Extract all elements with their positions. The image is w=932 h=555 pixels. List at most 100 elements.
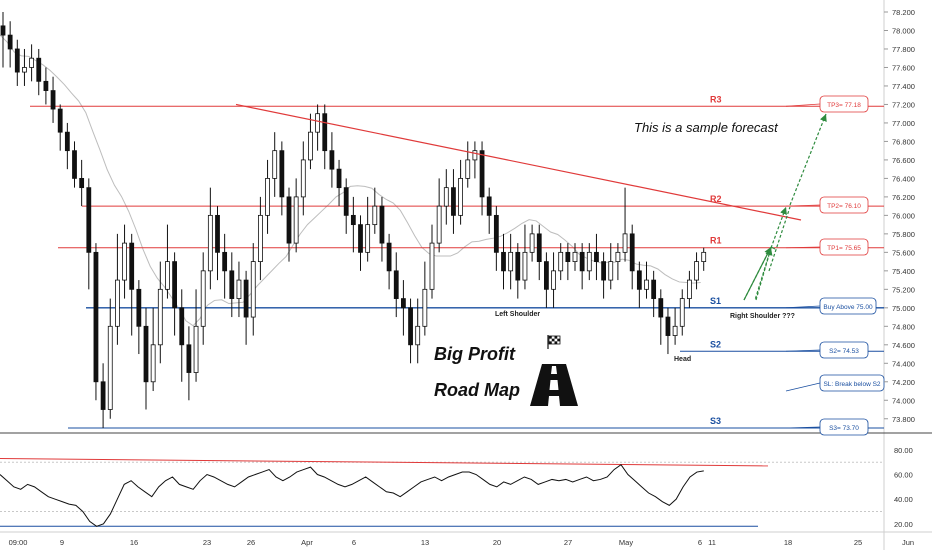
candle-body <box>544 261 549 290</box>
time-tick-label: 09:00 <box>9 538 28 547</box>
level-label-s3: S3 <box>710 416 721 426</box>
price-tick-label: 74.600 <box>892 341 915 350</box>
callout-text: Buy Above 75.00 <box>823 304 873 311</box>
descending-trendline <box>235 103 802 221</box>
candle-body <box>179 307 185 346</box>
candle-body <box>679 298 685 327</box>
price-tick-label: 76.000 <box>892 211 915 220</box>
time-tick-label: 6 <box>698 538 702 547</box>
candle-body <box>636 270 642 290</box>
candle-body <box>665 316 671 336</box>
rsi-tick-label: 20.00 <box>894 520 913 529</box>
candle-body <box>165 261 170 290</box>
candle-body <box>429 242 435 290</box>
candle-body <box>501 251 506 272</box>
candle-body <box>422 288 428 327</box>
candle-body <box>350 214 356 226</box>
candle-body <box>300 159 306 198</box>
candle-body <box>322 113 328 152</box>
candle-body <box>415 325 421 346</box>
promo-line-2: Road Map <box>434 380 521 400</box>
candlestick-series <box>0 12 707 428</box>
candle-body <box>207 214 213 272</box>
candle-body <box>687 279 692 299</box>
price-tick-label: 73.800 <box>892 415 915 424</box>
candle-body <box>64 131 70 152</box>
moving-average-line <box>0 34 701 327</box>
time-tick-label: Jun <box>902 538 914 547</box>
candle-body <box>293 196 299 244</box>
candle-body <box>143 325 149 383</box>
time-tick-label: 6 <box>352 538 356 547</box>
candle-body <box>286 196 292 244</box>
rsi-tick-label: 60.00 <box>894 471 913 480</box>
price-tick-label: 77.600 <box>892 63 915 72</box>
candle-body <box>157 288 163 346</box>
candle-body <box>694 261 699 281</box>
candle-body <box>257 214 263 262</box>
forecast-arrows-layer <box>743 113 827 301</box>
candle-body <box>536 233 542 263</box>
candle-body <box>601 261 606 281</box>
candle-body <box>315 113 321 133</box>
candle-body <box>408 307 413 346</box>
forecast-arrow-4 <box>789 113 827 206</box>
callout-leader <box>785 246 821 249</box>
road-icon <box>530 364 578 406</box>
candle-body <box>472 150 478 161</box>
callout-box <box>819 297 877 315</box>
price-tick-label: 76.600 <box>892 156 915 165</box>
candle-body <box>608 261 614 281</box>
candle-body <box>386 242 392 272</box>
candle-body <box>200 270 206 327</box>
rsi-tick-label: 80.00 <box>894 446 913 455</box>
time-tick-label: 25 <box>854 538 862 547</box>
candle-body <box>615 251 621 263</box>
candle-body <box>558 251 564 272</box>
price-tick-label: 76.200 <box>892 193 915 202</box>
callout-box <box>819 196 869 214</box>
candle-body <box>72 150 77 179</box>
callout-text: S2= 74.53 <box>829 348 859 355</box>
candle-body <box>7 34 13 50</box>
candle-body <box>515 251 521 281</box>
candle-body <box>622 233 628 253</box>
callout-box <box>819 341 869 359</box>
pattern-label: Right Shoulder ??? <box>730 313 795 320</box>
callout-layer: TP3= 77.18 TP2= 76.10 TP1= 75.65 Buy Above … <box>785 95 885 436</box>
callout-text: TP1= 75.65 <box>827 245 861 252</box>
candle-body <box>672 325 678 336</box>
price-tick-label: 78.000 <box>892 26 915 35</box>
price-axis: 78.200 78.000 77.800 77.600 77.400 77.200 77.0… <box>884 8 915 424</box>
candle-body <box>215 214 220 253</box>
candle-body <box>508 251 514 272</box>
candle-body <box>651 279 657 299</box>
candle-body <box>372 205 378 226</box>
candle-body <box>479 150 485 198</box>
candle-body <box>644 279 649 290</box>
forecast-arrow-link <box>768 206 791 272</box>
candle-body <box>243 279 249 318</box>
candle-body <box>365 224 371 253</box>
candle-body <box>193 325 199 373</box>
callout-leader <box>785 305 821 309</box>
price-tick-label: 77.800 <box>892 45 915 54</box>
candle-body <box>43 80 49 91</box>
candle-body <box>572 251 578 263</box>
price-tick-label: 74.400 <box>892 359 915 368</box>
callout-text: TP3= 77.18 <box>827 102 861 109</box>
candle-body <box>14 48 20 73</box>
candle-body <box>272 150 278 179</box>
level-label-r3: R3 <box>710 94 722 104</box>
candle-body <box>122 242 127 281</box>
candle-body <box>57 108 63 133</box>
candle-body <box>400 298 406 309</box>
candle-body <box>393 270 399 299</box>
candle-body <box>358 224 363 253</box>
candle-body <box>107 325 113 410</box>
time-axis: 09:00 9 16 23 26 Apr 6 13 20 27 May 6 11 18 25 Jun <box>9 538 914 547</box>
candle-body <box>265 177 270 216</box>
candle-body <box>451 187 456 216</box>
candle-body <box>136 288 142 327</box>
